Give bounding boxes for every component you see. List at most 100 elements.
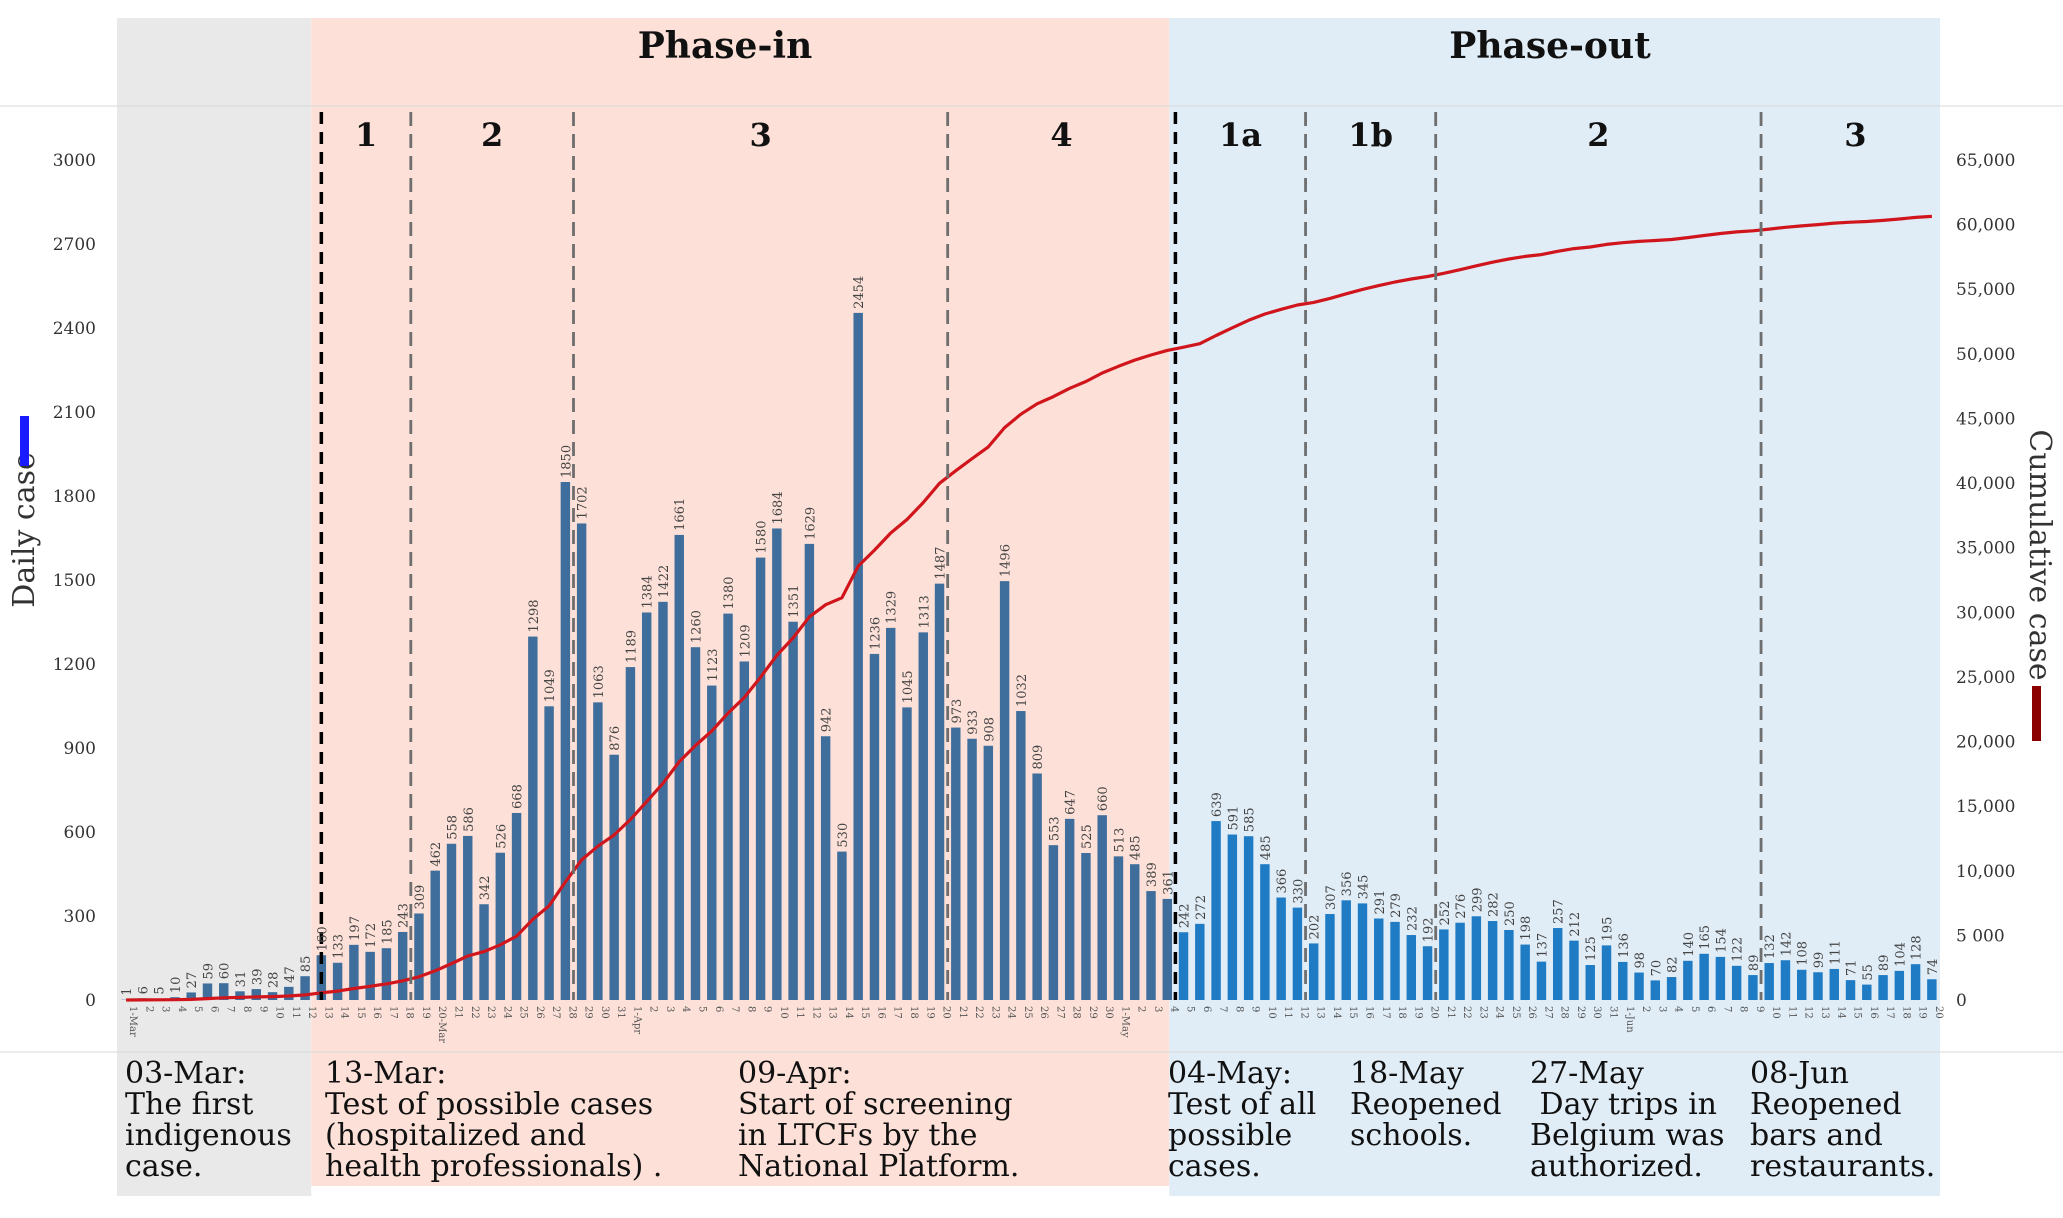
daily-bar [820, 736, 831, 1000]
daily-bar [934, 583, 945, 1000]
daily-bar [1130, 864, 1140, 1000]
daily-bar [853, 312, 863, 1000]
bar-value-label: 345 [1356, 875, 1371, 900]
category-tick-label: 15 [859, 1006, 870, 1019]
daily-bar [641, 612, 652, 1000]
category-tick-label: 27 [550, 1006, 561, 1019]
daily-bar [1016, 711, 1026, 1000]
bar-value-label: 10 [169, 977, 184, 994]
category-tick-label: 4 [176, 1006, 187, 1012]
daily-bar [1325, 914, 1335, 1000]
daily-bar [755, 557, 766, 1000]
daily-bar [1439, 929, 1449, 1000]
bar-value-label: 2454 [852, 276, 867, 309]
category-tick-label: 1-Apr [631, 1006, 642, 1034]
bar-value-label: 1260 [690, 610, 705, 643]
daily-bar [1650, 980, 1661, 1000]
annotation-text: possible [1168, 1118, 1293, 1153]
daily-bar [1081, 853, 1091, 1000]
daily-bar [739, 661, 750, 1000]
daily-bar [918, 632, 928, 1000]
daily-bar [1374, 918, 1384, 1000]
daily-bar [1048, 845, 1059, 1000]
daily-bar [414, 913, 424, 1000]
bar-value-label: 232 [1405, 906, 1420, 931]
bar-value-label: 1422 [657, 565, 672, 598]
daily-bar [1227, 834, 1238, 1000]
daily-bar [219, 983, 229, 1000]
bar-value-label: 558 [445, 815, 460, 840]
daily-bar [1634, 972, 1644, 1000]
annotation-text: health professionals) . [325, 1149, 663, 1184]
daily-bar [202, 983, 213, 1000]
right-tick-label: 5 000 [1956, 926, 2005, 946]
category-tick-label: 4 [1168, 1006, 1179, 1012]
bar-value-label: 1313 [917, 595, 932, 628]
daily-bar [463, 835, 473, 1000]
bar-value-label: 195 [1601, 917, 1616, 942]
daily-bar [1064, 818, 1075, 1000]
bar-value-label: 89 [1877, 955, 1892, 972]
category-tick-label: 24 [501, 1006, 512, 1019]
bar-value-label: 5 [153, 986, 168, 994]
category-tick-label: 2 [648, 1006, 659, 1012]
category-tick-label: 7 [1721, 1006, 1732, 1012]
bar-value-label: 47 [283, 966, 298, 983]
annotation-text: (hospitalized and [325, 1118, 587, 1153]
stage-label-out: 3 [1844, 116, 1866, 154]
daily-bar [1162, 898, 1172, 1000]
bar-value-label: 1629 [803, 507, 818, 540]
category-tick-label: 16 [1868, 1006, 1879, 1019]
daily-bar [1536, 961, 1547, 1000]
bar-value-label: 85 [299, 956, 314, 973]
category-tick-label: 12 [306, 1006, 317, 1019]
daily-bar [1845, 980, 1856, 1000]
daily-bar [1552, 928, 1563, 1000]
category-tick-label: 21 [957, 1006, 968, 1019]
bar-value-label: 342 [478, 875, 493, 900]
category-tick-label: 11 [1786, 1006, 1797, 1019]
stage-label-in: 3 [749, 116, 771, 154]
daily-bar [1780, 960, 1791, 1000]
right-tick-label: 45,000 [1956, 409, 2015, 429]
bar-value-label: 172 [364, 923, 379, 948]
bar-value-label: 74 [1926, 959, 1941, 976]
daily-bar [576, 523, 587, 1000]
annotation-text: Start of screening [738, 1087, 1013, 1122]
annotation-date: 18-May [1350, 1056, 1464, 1091]
annotation-text: Reopened [1350, 1087, 1502, 1122]
bar-value-label: 98 [1633, 952, 1648, 969]
category-tick-label: 13 [1819, 1006, 1830, 1019]
annotation-text: cases. [1168, 1149, 1261, 1184]
bar-value-label: 291 [1373, 890, 1388, 915]
bar-value-label: 250 [1503, 901, 1518, 926]
left-tick-label: 0 [85, 991, 96, 1011]
daily-bar [1862, 984, 1872, 1000]
category-tick-label: 14 [1331, 1006, 1342, 1019]
daily-bar [1504, 930, 1514, 1000]
bar-value-label: 136 [1617, 933, 1632, 958]
bar-value-label: 125 [1584, 936, 1599, 961]
daily-bar [495, 852, 506, 1000]
daily-bar [1357, 903, 1368, 1000]
annotation-text: Test of possible cases [325, 1087, 654, 1122]
bar-value-label: 299 [1470, 887, 1485, 912]
annotation-text: Reopened [1750, 1087, 1902, 1122]
bar-value-label: 668 [511, 784, 526, 809]
right-tick-label: 0 [1956, 991, 1967, 1011]
daily-bar [349, 944, 359, 1000]
category-tick-label: 9 [1754, 1006, 1765, 1012]
annotation-note: 08-Jun Reopened bars and restaurants. [1750, 1058, 1935, 1182]
right-tick-label: 40,000 [1956, 474, 2015, 494]
daily-bar [1276, 897, 1286, 1000]
bar-value-label: 526 [494, 824, 509, 849]
bar-value-label: 1496 [999, 544, 1014, 577]
category-tick-label: 3 [1656, 1006, 1667, 1012]
bar-value-label: 330 [1291, 879, 1306, 904]
left-axis-title: Daily case [7, 452, 42, 607]
category-tick-label: 19 [420, 1006, 431, 1019]
category-tick-label: 7 [729, 1006, 740, 1012]
category-tick-label: 29 [1575, 1006, 1586, 1019]
daily-bar [300, 976, 310, 1000]
bar-value-label: 389 [1145, 862, 1160, 887]
